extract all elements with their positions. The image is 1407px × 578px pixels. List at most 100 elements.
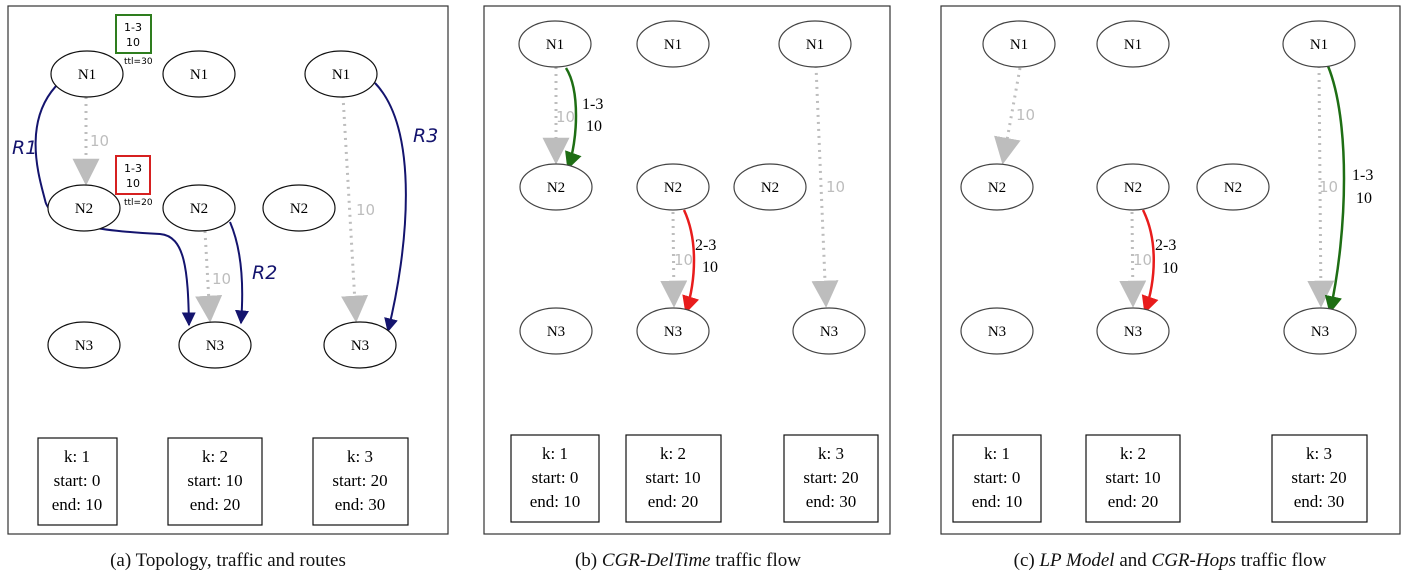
svg-text:1-3: 1-3: [124, 21, 142, 34]
svg-text:N2: N2: [290, 201, 308, 217]
node-n3-k3: N3: [323, 321, 397, 369]
node-n1-k2: N1: [162, 50, 236, 98]
node-n2-k1: N2: [519, 163, 593, 211]
svg-text:end: 10: end: 10: [972, 492, 1023, 511]
svg-text:start: 0: start: 0: [532, 468, 579, 487]
node-n3-k2: N3: [178, 321, 252, 369]
capacity-label: 10: [556, 108, 575, 126]
interval-box-k3: k: 3 start: 20 end: 30: [312, 437, 409, 526]
capacity-label: 10: [826, 178, 845, 196]
svg-text:N1: N1: [190, 67, 208, 83]
svg-text:k: 3: k: 3: [1306, 444, 1332, 463]
flow-label: 1-3: [1352, 167, 1373, 184]
node-n3-k1: N3: [47, 321, 121, 369]
svg-text:N3: N3: [206, 338, 224, 354]
interval-box-k1: k: 1 start: 0 end: 10: [510, 434, 600, 523]
flow-label: 10: [1162, 260, 1178, 277]
interval-box-k2: k: 2 start: 10 end: 20: [167, 437, 263, 526]
svg-text:N3: N3: [547, 324, 565, 340]
flow-label: 2-3: [1155, 237, 1176, 254]
svg-text:N3: N3: [664, 324, 682, 340]
svg-text:1-3: 1-3: [124, 162, 142, 175]
interval-box-k3: k: 3 start: 20 end: 30: [1271, 434, 1368, 523]
node-n2-k2: N2: [1096, 163, 1170, 211]
svg-text:N3: N3: [988, 324, 1006, 340]
node-n2-k1: N2: [960, 163, 1034, 211]
svg-text:N1: N1: [546, 37, 564, 53]
svg-text:N1: N1: [1310, 37, 1328, 53]
svg-text:N3: N3: [351, 338, 369, 354]
panel-a-frame: [7, 5, 449, 535]
svg-text:end: 10: end: 10: [52, 495, 103, 514]
svg-text:N1: N1: [806, 37, 824, 53]
svg-text:N2: N2: [1224, 180, 1242, 196]
node-n1-k3: N1: [1282, 20, 1356, 68]
svg-text:N2: N2: [75, 201, 93, 217]
svg-text:N2: N2: [190, 201, 208, 217]
svg-text:k: 1: k: 1: [984, 444, 1010, 463]
node-n1-k1: N1: [982, 20, 1056, 68]
svg-text:start: 20: start: 20: [1291, 468, 1346, 487]
svg-text:end: 10: end: 10: [530, 492, 581, 511]
flow-label: 2-3: [695, 237, 716, 254]
node-n1-k2: N1: [1096, 20, 1170, 68]
svg-text:end: 20: end: 20: [190, 495, 241, 514]
svg-text:k: 2: k: 2: [660, 444, 686, 463]
panel-a: 10 10 10 R1 R2 R3 N1 N1 N1 N2 N2: [7, 5, 449, 571]
route-label-r3: R3: [413, 125, 438, 147]
flow-2-3: [1141, 209, 1159, 314]
ttl-label: ttl=30: [124, 57, 153, 67]
route-label-r1: R1: [12, 137, 37, 159]
capacity-label: 10: [1319, 178, 1338, 196]
svg-text:end: 30: end: 30: [335, 495, 386, 514]
node-n3-k2: N3: [636, 307, 710, 355]
node-n2-k1: N2: [47, 184, 121, 232]
capacity-edge-n1-n3-k3: [341, 95, 369, 323]
flow-1-3: [1324, 65, 1346, 314]
node-n1-k3: N1: [778, 20, 852, 68]
node-n3-k1: N3: [519, 307, 593, 355]
flow-label: 10: [586, 118, 602, 135]
svg-text:end: 30: end: 30: [1294, 492, 1345, 511]
node-n2-k2: N2: [162, 184, 236, 232]
traffic-box-green: 1-3 10: [115, 14, 152, 54]
node-n1-k2: N1: [636, 20, 710, 68]
svg-text:start: 10: start: 10: [1105, 468, 1160, 487]
panel-b: 10 10 10 1-3 10 2-3 10 N1 N1 N1 N2 N2 N2…: [483, 5, 891, 571]
svg-text:N2: N2: [988, 180, 1006, 196]
node-n1-k1: N1: [50, 50, 124, 98]
svg-text:N3: N3: [820, 324, 838, 340]
capacity-label: 10: [1016, 106, 1035, 124]
capacity-edge-n2-n3-k2: [1119, 211, 1147, 308]
svg-text:N1: N1: [1010, 37, 1028, 53]
interval-box-k2: k: 2 start: 10 end: 20: [625, 434, 722, 523]
panel-c-caption: (c) LP Model and CGR-Hops traffic flow: [1014, 550, 1327, 571]
node-n3-k3: N3: [792, 307, 866, 355]
interval-box-k3: k: 3 start: 20 end: 30: [783, 434, 879, 523]
svg-text:end: 30: end: 30: [806, 492, 857, 511]
capacity-edge-n1-n2-k1: [994, 67, 1022, 165]
node-n3-k2: N3: [1096, 307, 1170, 355]
node-n2-k3: N2: [733, 163, 807, 211]
node-n2-k3: N2: [262, 184, 336, 232]
svg-text:start: 0: start: 0: [54, 471, 101, 490]
panel-a-caption: (a) Topology, traffic and routes: [110, 550, 346, 571]
svg-text:start: 0: start: 0: [974, 468, 1021, 487]
panel-c: 10 10 10 2-3 10 1-3 10 N1 N1 N1 N2 N2 N2…: [940, 5, 1401, 571]
panel-b-frame: [483, 5, 891, 535]
svg-text:N1: N1: [664, 37, 682, 53]
interval-box-k1: k: 1 start: 0 end: 10: [37, 437, 118, 526]
capacity-label: 10: [356, 201, 375, 219]
capacity-label: 10: [212, 270, 231, 288]
interval-box-k1: k: 1 start: 0 end: 10: [952, 434, 1042, 523]
panel-c-frame: [940, 5, 1401, 535]
ttl-label: ttl=20: [124, 198, 153, 208]
node-n1-k3: N1: [304, 50, 378, 98]
svg-text:N1: N1: [332, 67, 350, 83]
svg-text:k: 3: k: 3: [347, 447, 373, 466]
svg-text:k: 3: k: 3: [818, 444, 844, 463]
flow-label: 10: [1356, 190, 1372, 207]
node-n1-k1: N1: [518, 20, 592, 68]
capacity-label: 10: [1133, 251, 1152, 269]
